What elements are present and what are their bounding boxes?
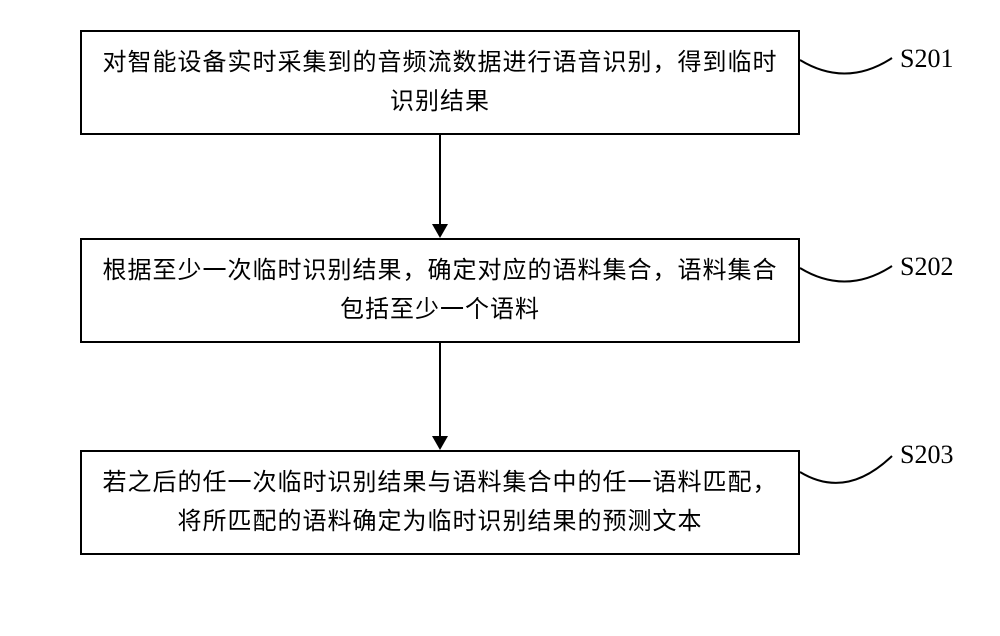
step-label-s203: S203 — [900, 440, 953, 470]
step-label-s202: S202 — [900, 252, 953, 282]
arrow-head-icon — [432, 224, 448, 238]
step-text: 根据至少一次临时识别结果，确定对应的语料集合，语料集合包括至少一个语料 — [102, 252, 778, 329]
arrow-line — [439, 343, 441, 436]
step-label-s201: S201 — [900, 44, 953, 74]
step-box-s203: 若之后的任一次临时识别结果与语料集合中的任一语料匹配，将所匹配的语料确定为临时识… — [80, 450, 800, 555]
step-box-s201: 对智能设备实时采集到的音频流数据进行语音识别，得到临时识别结果 — [80, 30, 800, 135]
arrow-line — [439, 135, 441, 224]
step-text: 若之后的任一次临时识别结果与语料集合中的任一语料匹配，将所匹配的语料确定为临时识… — [102, 464, 778, 541]
flowchart-canvas: 对智能设备实时采集到的音频流数据进行语音识别，得到临时识别结果 根据至少一次临时… — [0, 0, 1000, 636]
step-text: 对智能设备实时采集到的音频流数据进行语音识别，得到临时识别结果 — [102, 44, 778, 121]
step-box-s202: 根据至少一次临时识别结果，确定对应的语料集合，语料集合包括至少一个语料 — [80, 238, 800, 343]
arrow-head-icon — [432, 436, 448, 450]
